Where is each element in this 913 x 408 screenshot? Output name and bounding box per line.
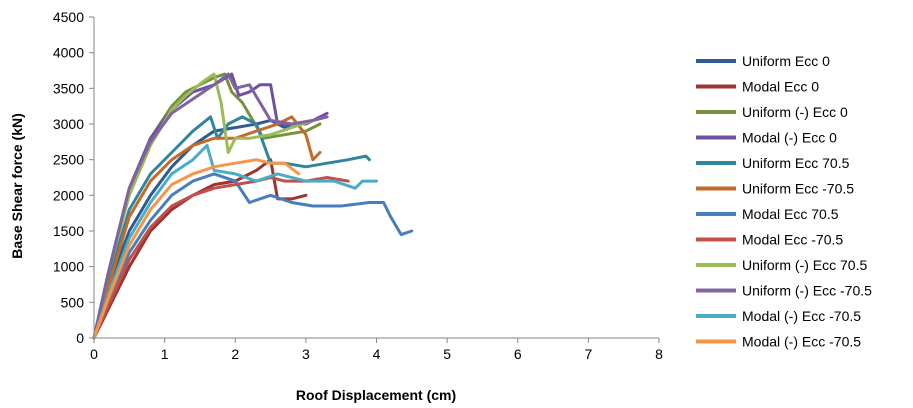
- y-tick-label: 4500: [53, 9, 84, 25]
- x-tick-label: 0: [90, 346, 98, 362]
- x-tick-label: 7: [584, 346, 592, 362]
- x-tick-label: 2: [231, 346, 239, 362]
- legend-label: Modal Ecc -70.5: [742, 232, 843, 248]
- legend-label: Uniform Ecc 0: [742, 53, 830, 69]
- y-tick-label: 500: [61, 294, 85, 310]
- x-tick-label: 5: [443, 346, 451, 362]
- y-tick-label: 3000: [53, 116, 84, 132]
- y-axis-title: Base Shear force (kN): [9, 113, 25, 259]
- legend-label: Modal (-) Ecc 0: [742, 130, 837, 146]
- legend-label: Uniform (-) Ecc -70.5: [742, 283, 872, 299]
- series-line: [92, 143, 378, 340]
- y-tick-label: 2000: [53, 187, 84, 203]
- legend-label: Modal (-) Ecc -70.5: [742, 334, 861, 350]
- y-tick-label: 0: [76, 330, 84, 346]
- x-tick-label: 3: [302, 346, 310, 362]
- legend-label: Uniform (-) Ecc 0: [742, 104, 848, 120]
- series-line: [92, 72, 329, 340]
- legend-label: Uniform (-) Ecc 70.5: [742, 257, 867, 273]
- legend-label: Modal (-) Ecc -70.5: [742, 308, 861, 324]
- legend-label: Uniform Ecc -70.5: [742, 181, 854, 197]
- y-tick-label: 4000: [53, 45, 84, 61]
- x-tick-label: 4: [373, 346, 381, 362]
- y-tick-label: 3500: [53, 80, 84, 96]
- series-line: [92, 158, 301, 340]
- series-line: [92, 176, 350, 340]
- y-tick-label: 2500: [53, 152, 84, 168]
- x-tick-label: 1: [161, 346, 169, 362]
- x-axis-title: Roof Displacement (cm): [296, 387, 456, 403]
- series-line: [92, 72, 315, 340]
- y-tick-label: 1500: [53, 223, 84, 239]
- legend-label: Modal Ecc 70.5: [742, 206, 839, 222]
- series-line: [92, 115, 371, 340]
- x-tick-label: 6: [514, 346, 522, 362]
- series-line: [92, 72, 329, 340]
- x-tick-label: 8: [655, 346, 663, 362]
- plot-area: [92, 72, 414, 340]
- legend-label: Modal Ecc 0: [742, 79, 819, 95]
- legend: Uniform Ecc 0 Modal Ecc 0 Uniform (-) Ecc …: [696, 53, 872, 350]
- axes: 0 500 1000 1500 2000 2500 3000 3500 4000 4500 0 1 2 3…: [53, 9, 663, 362]
- y-tick-label: 1000: [53, 259, 84, 275]
- legend-label: Uniform Ecc 70.5: [742, 155, 850, 171]
- series-line: [92, 172, 414, 340]
